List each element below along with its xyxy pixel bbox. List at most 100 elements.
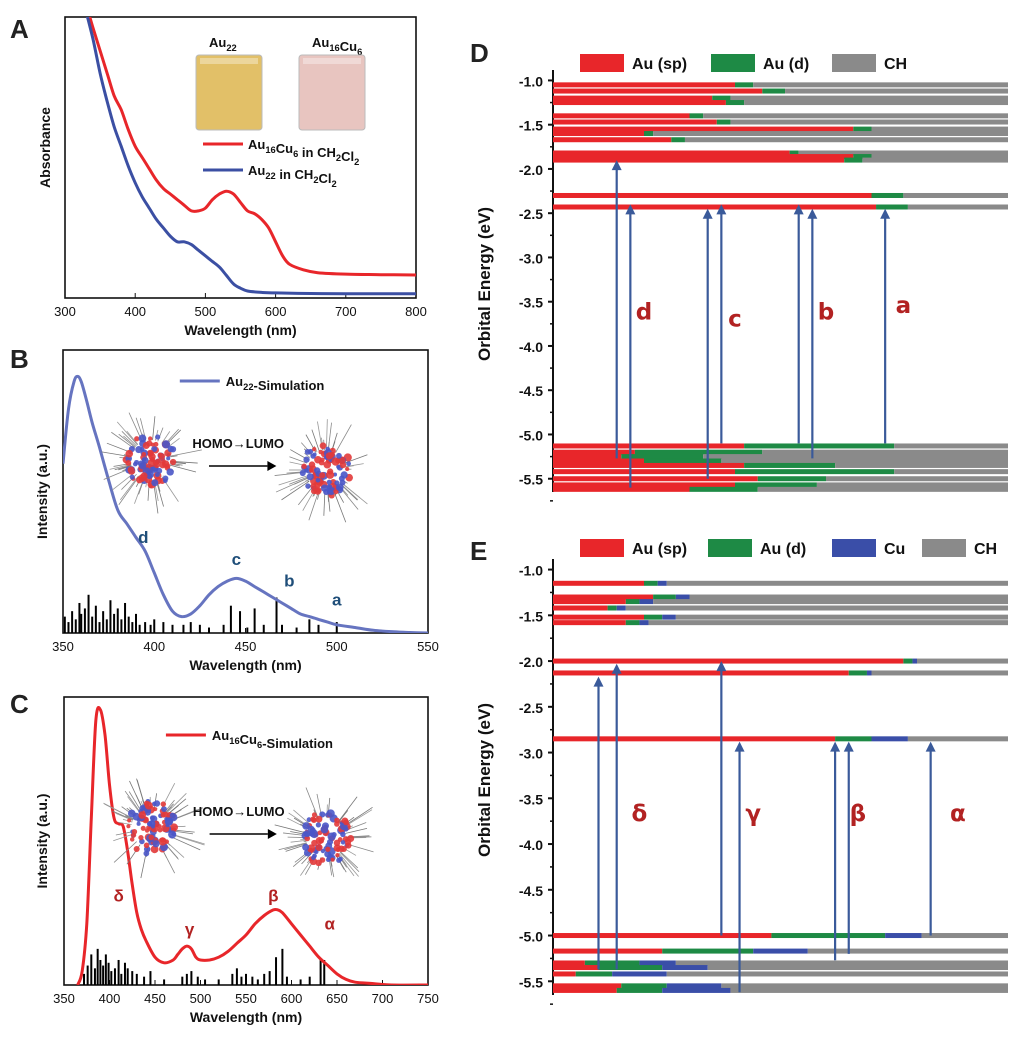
orbital-lobe [307, 473, 314, 480]
orbital-level-segment [844, 158, 862, 163]
orbital-lobe [125, 460, 131, 466]
transition-label: β [850, 801, 866, 827]
orbital-level-segment [553, 450, 635, 455]
x-tick-label: 350 [53, 991, 75, 1006]
peak-label: b [284, 572, 294, 591]
orbital-level-segment [553, 599, 626, 604]
orbital-level-segment [553, 736, 835, 741]
orbital-lobe [155, 472, 160, 477]
orbital-level-ch-segment [785, 89, 1008, 94]
orbital-level-segment [690, 113, 704, 118]
orbital-level-segment [644, 459, 721, 464]
figure-canvas: A300 400 500 600 700 800Wavelength (nm)Absorb… [0, 0, 1032, 1045]
orbital-level-segment [553, 965, 599, 970]
orbital-level-segment [553, 113, 690, 118]
orbital-lobe [302, 822, 310, 830]
x-tick-label: 550 [235, 991, 257, 1006]
panel-a: A300 400 500 600 700 800Wavelength (nm)Absorb… [10, 11, 427, 338]
orbital-level-segment [853, 127, 871, 132]
orbital-lobe [153, 807, 157, 811]
ligand-stick [166, 793, 187, 814]
orbital-level-segment [735, 482, 817, 487]
y-tick-label: -3.0 [519, 250, 543, 266]
plot-frame-b [63, 350, 428, 633]
orbital-level-ch-segment [894, 443, 1008, 448]
y-tick-label: -3.5 [519, 791, 543, 807]
transition-arrow-head [735, 742, 745, 752]
orbital-lobe [336, 484, 344, 492]
panel-e: E-1.0-1.5-2.0-2.5-3.0-3.5-4.0-4.5-5.0-5.… [470, 536, 1008, 1004]
vial-highlight [200, 58, 258, 64]
y-tick-label: -4.0 [519, 339, 543, 355]
legend-label: Au (d) [760, 541, 806, 558]
orbital-level-ch-segment [872, 127, 1009, 132]
x-tick-label: 650 [326, 991, 348, 1006]
orbital-level-ch-segment [667, 971, 1008, 976]
x-tick-label: 550 [417, 639, 439, 654]
orbital-lobe [142, 457, 147, 462]
peak-label: c [232, 550, 241, 569]
ligand-stick [328, 423, 331, 451]
orbital-lobe [310, 453, 315, 458]
orbital-level-segment [553, 158, 844, 163]
x-tick-label: 400 [143, 639, 165, 654]
legend-swatch [580, 54, 624, 72]
orbital-lobe [170, 459, 176, 465]
orbital-level-ch-segment [826, 476, 1008, 481]
homo-orbital-image [103, 779, 204, 878]
orbital-lobe [315, 816, 322, 823]
peak-label: δ [113, 887, 123, 906]
transition-label: a [896, 293, 912, 319]
x-axis-label: Wavelength (nm) [184, 322, 296, 338]
y-tick-label: -5.0 [519, 427, 543, 443]
orbital-level-ch-segment [908, 204, 1008, 209]
orbital-level-ch-segment [721, 459, 1008, 464]
orbital-lobe [341, 840, 345, 844]
orbital-level-ch-segment [667, 581, 1008, 586]
orbital-lobe [161, 806, 167, 812]
orbital-level-segment [553, 620, 626, 625]
transition-label: d [636, 299, 652, 325]
orbital-lobe [127, 818, 131, 822]
y-tick-label: -4.5 [519, 383, 543, 399]
orbital-lobe [323, 489, 329, 495]
x-axis-label: Wavelength (nm) [190, 1009, 302, 1025]
orbital-lobe [326, 857, 331, 862]
orbital-level-segment [553, 454, 621, 459]
orbital-level-segment [626, 620, 640, 625]
orbital-level-segment [553, 581, 644, 586]
orbital-level-ch-segment [753, 82, 1008, 87]
x-tick-label: 700 [335, 304, 357, 319]
orbital-level-segment [553, 100, 726, 105]
orbital-level-ch-segment [894, 469, 1008, 474]
y-axis-label: Orbital Energy (eV) [475, 703, 494, 857]
orbital-level-segment [726, 100, 744, 105]
legend-swatch [711, 54, 755, 72]
orbital-lobe [336, 453, 342, 459]
homo-lumo-label: HOMO→LUMO [193, 804, 285, 819]
legend-label: Au (sp) [632, 541, 687, 558]
orbital-level-segment [553, 615, 644, 620]
orbital-level-ch-segment [703, 454, 1008, 459]
legend-label: CH [884, 56, 907, 73]
orbital-lobe [128, 810, 136, 818]
orbital-level-segment [553, 606, 608, 611]
orbital-level-segment [553, 670, 849, 675]
orbital-level-segment [753, 949, 808, 954]
orbital-lobe [162, 440, 170, 448]
orbital-lobe [341, 471, 348, 478]
y-tick-label: -2.0 [519, 162, 543, 178]
orbital-lobe [161, 801, 166, 806]
orbital-level-segment [553, 487, 690, 492]
orbital-level-segment [576, 971, 612, 976]
y-tick-label: -5.5 [519, 472, 543, 488]
x-tick-label: 500 [190, 991, 212, 1006]
transition-arrow-head [703, 209, 713, 219]
orbital-level-segment [599, 965, 663, 970]
transition-arrow-head [830, 742, 840, 752]
orbital-level-segment [717, 120, 731, 125]
legend-swatch [708, 539, 752, 557]
orbital-level-segment [771, 933, 885, 938]
lumo-orbital-image [275, 788, 374, 877]
legend-label: Au22 in CH2Cl2 [248, 163, 337, 189]
